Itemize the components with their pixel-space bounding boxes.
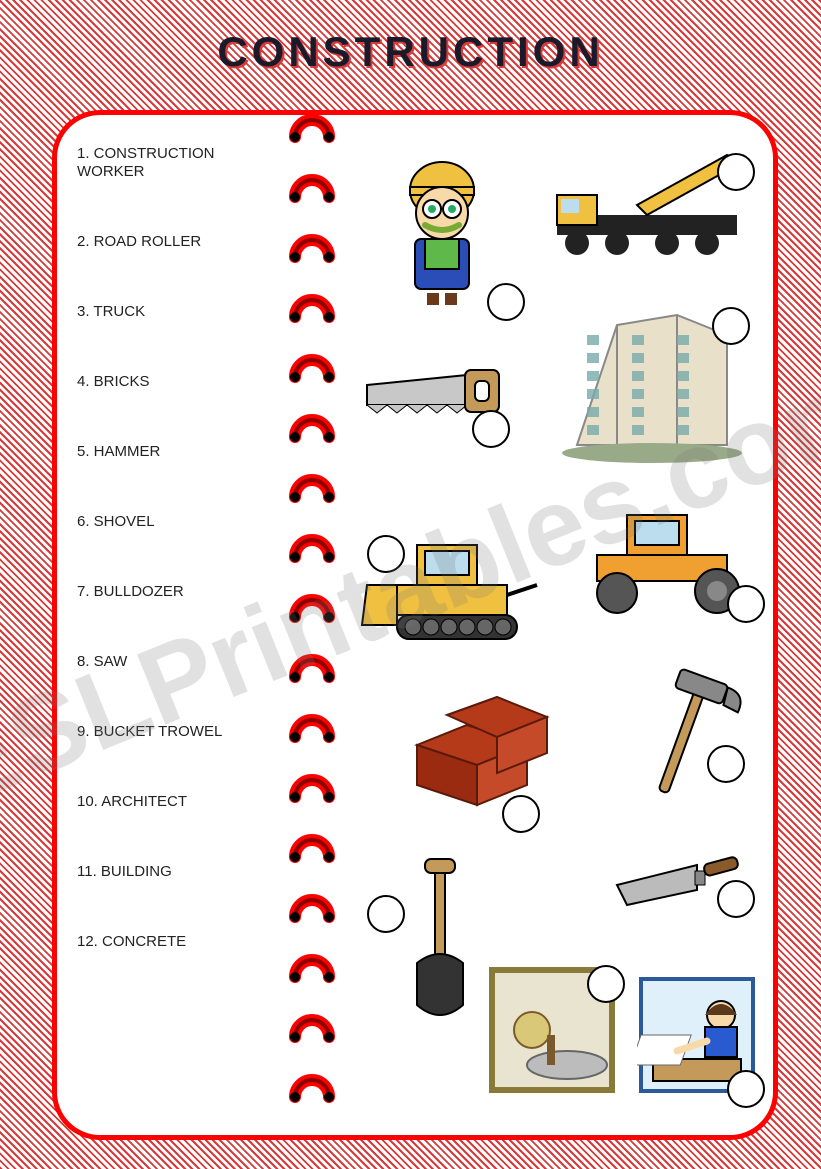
answer-circle[interactable] [367, 895, 405, 933]
shovel-image [387, 855, 497, 1025]
spiral-ring [289, 527, 335, 573]
vocab-list: 1. CONSTRUCTION WORKER 2. ROAD ROLLER 3. T… [77, 145, 267, 1003]
vocab-item: 9. BUCKET TROWEL [77, 723, 267, 741]
answer-circle[interactable] [487, 283, 525, 321]
spiral-ring [289, 827, 335, 873]
spiral-ring [289, 167, 335, 213]
spiral-binding [289, 107, 335, 1127]
vocab-item: 3. TRUCK [77, 303, 267, 321]
answer-circle[interactable] [717, 880, 755, 918]
construction-worker-image [377, 145, 507, 305]
bricks-image [397, 685, 567, 815]
vocab-item: 11. BUILDING [77, 863, 267, 881]
spiral-ring [289, 1067, 335, 1113]
answer-circle[interactable] [367, 535, 405, 573]
spiral-ring [289, 407, 335, 453]
vocab-item: 12. CONCRETE [77, 933, 267, 951]
answer-circle[interactable] [727, 1070, 765, 1108]
vocab-item: 6. SHOVEL [77, 513, 267, 531]
vocab-item: 5. HAMMER [77, 443, 267, 461]
vocab-item: 10. ARCHITECT [77, 793, 267, 811]
vocab-item: 2. ROAD ROLLER [77, 233, 267, 251]
spiral-ring [289, 707, 335, 753]
answer-circle[interactable] [587, 965, 625, 1003]
spiral-ring [289, 767, 335, 813]
answer-circle[interactable] [717, 153, 755, 191]
spiral-ring [289, 347, 335, 393]
vocab-item: 1. CONSTRUCTION WORKER [77, 145, 267, 181]
page-title: CONSTRUCTION [217, 28, 603, 76]
spiral-ring [289, 227, 335, 273]
answer-circle[interactable] [712, 307, 750, 345]
pictures-area [357, 135, 757, 1115]
vocab-item: 4. BRICKS [77, 373, 267, 391]
truck-image [547, 145, 747, 265]
answer-circle[interactable] [472, 410, 510, 448]
answer-circle[interactable] [727, 585, 765, 623]
spiral-ring [289, 587, 335, 633]
spiral-ring [289, 107, 335, 153]
vocab-item: 8. SAW [77, 653, 267, 671]
answer-circle[interactable] [502, 795, 540, 833]
spiral-ring [289, 287, 335, 333]
vocab-item: 7. BULLDOZER [77, 583, 267, 601]
spiral-ring [289, 647, 335, 693]
spiral-ring [289, 887, 335, 933]
spiral-ring [289, 1007, 335, 1053]
worksheet-panel: 1. CONSTRUCTION WORKER 2. ROAD ROLLER 3. T… [52, 110, 778, 1140]
spiral-ring [289, 467, 335, 513]
spiral-ring [289, 947, 335, 993]
answer-circle[interactable] [707, 745, 745, 783]
